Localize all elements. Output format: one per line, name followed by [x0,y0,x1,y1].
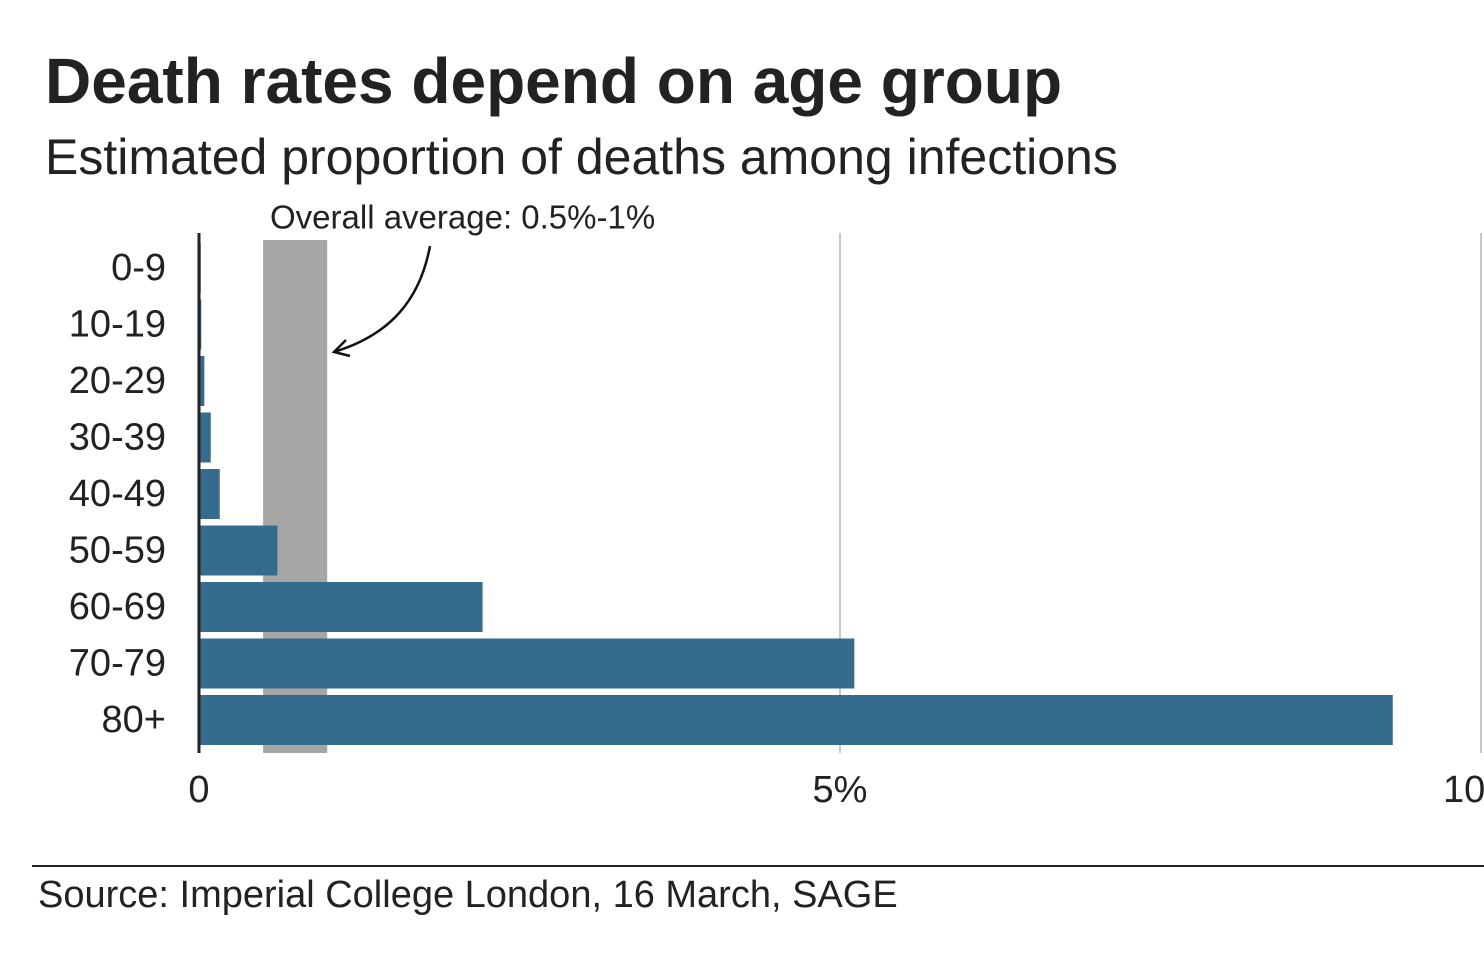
y-tick-label: 50-59 [69,530,166,572]
y-tick-label: 70-79 [69,643,166,685]
bar [200,299,202,350]
bar [200,638,855,689]
bar [200,356,205,406]
y-tick-label: 0-9 [111,247,166,289]
annotation: Overall average: 0.5%-1% [270,199,655,236]
chart-subtitle: Estimated proportion of deaths among inf… [45,129,1118,185]
bar [200,469,220,519]
bar [200,525,278,576]
x-tick-label: 5% [813,769,868,811]
x-tick-label: 10% [1443,769,1484,811]
source: Source: Imperial College London, 16 Marc… [38,874,898,916]
y-tick-label: 80+ [102,699,166,741]
bar [200,695,1393,745]
annotation-arrow [333,245,432,354]
arrow-head [331,339,351,358]
x-tick-label: 0 [188,769,209,811]
y-tick-label: 30-39 [69,417,166,459]
bar [200,582,483,632]
y-tick-label: 10-19 [69,304,166,346]
bar [200,412,211,463]
y-tick-label: 60-69 [69,586,166,628]
chart-title: Death rates depend on age group [45,45,1062,117]
y-tick-label: 40-49 [69,473,166,515]
y-tick-label: 20-29 [69,360,166,402]
